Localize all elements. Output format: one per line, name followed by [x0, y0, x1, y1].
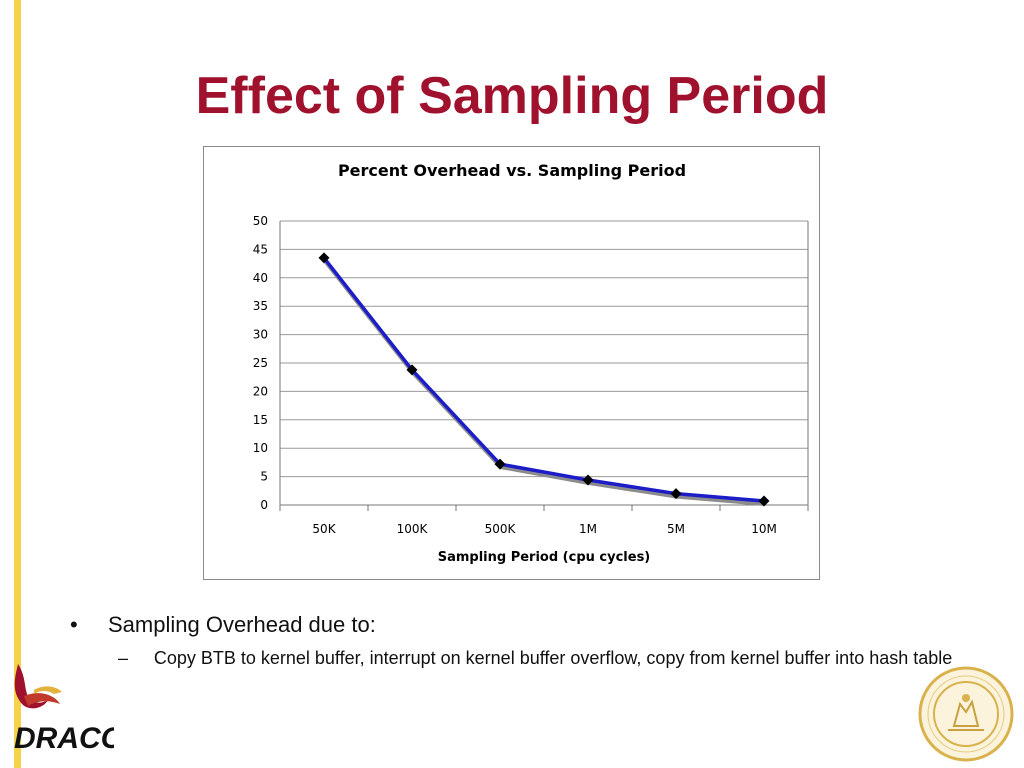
- series-shadow: [323, 259, 766, 507]
- y-tick-label: 50: [253, 214, 268, 228]
- y-tick-label: 5: [260, 470, 268, 484]
- series-line: [322, 256, 765, 503]
- sub-bullet-item: – Copy BTB to kernel buffer, interrupt o…: [70, 646, 970, 670]
- bullet-item: • Sampling Overhead due to:: [70, 610, 970, 640]
- data-point: [406, 364, 418, 376]
- data-point: [318, 252, 330, 264]
- line-chart: Percent Overhead vs. Sampling Period 0 5 10…: [253, 161, 809, 565]
- accent-bar: [14, 0, 21, 768]
- x-tick-label: 10M: [751, 522, 777, 536]
- x-tick-label: 500K: [485, 522, 517, 536]
- y-tick-label: 0: [260, 498, 268, 512]
- x-tick-label: 50K: [312, 522, 336, 536]
- y-tick-label: 30: [253, 328, 268, 342]
- bullet-marker: •: [70, 612, 78, 637]
- y-tick-label: 20: [253, 384, 268, 398]
- bullet-text: Sampling Overhead due to:: [108, 612, 376, 637]
- data-point: [582, 474, 594, 486]
- draco-logo: DRACO: [14, 664, 114, 755]
- y-tick-label: 10: [253, 441, 268, 455]
- data-point: [494, 458, 506, 470]
- y-tick-label: 25: [253, 356, 268, 370]
- x-tick-label: 1M: [579, 522, 597, 536]
- university-seal-icon: [918, 666, 1014, 762]
- draco-logo-text: DRACO: [14, 722, 114, 755]
- y-tick-label: 15: [253, 413, 268, 427]
- sub-bullet-marker: –: [118, 648, 129, 668]
- x-tick-label: 100K: [397, 522, 429, 536]
- y-tick-label: 45: [253, 242, 268, 256]
- sub-bullet-text: Copy BTB to kernel buffer, interrupt on …: [153, 648, 953, 668]
- data-point: [758, 495, 770, 507]
- y-tick-label: 40: [253, 271, 268, 285]
- y-tick-label: 35: [253, 299, 268, 313]
- x-axis-label: Sampling Period (cpu cycles): [438, 550, 651, 565]
- slide-title: Effect of Sampling Period: [195, 67, 829, 125]
- data-point: [670, 488, 682, 500]
- chart-title: Percent Overhead vs. Sampling Period: [338, 161, 686, 180]
- chart-container: Percent Overhead vs. Sampling Period 0 5 10…: [203, 146, 820, 580]
- bullet-list: • Sampling Overhead due to: – Copy BTB t…: [70, 610, 970, 670]
- x-tick-label: 5M: [667, 522, 685, 536]
